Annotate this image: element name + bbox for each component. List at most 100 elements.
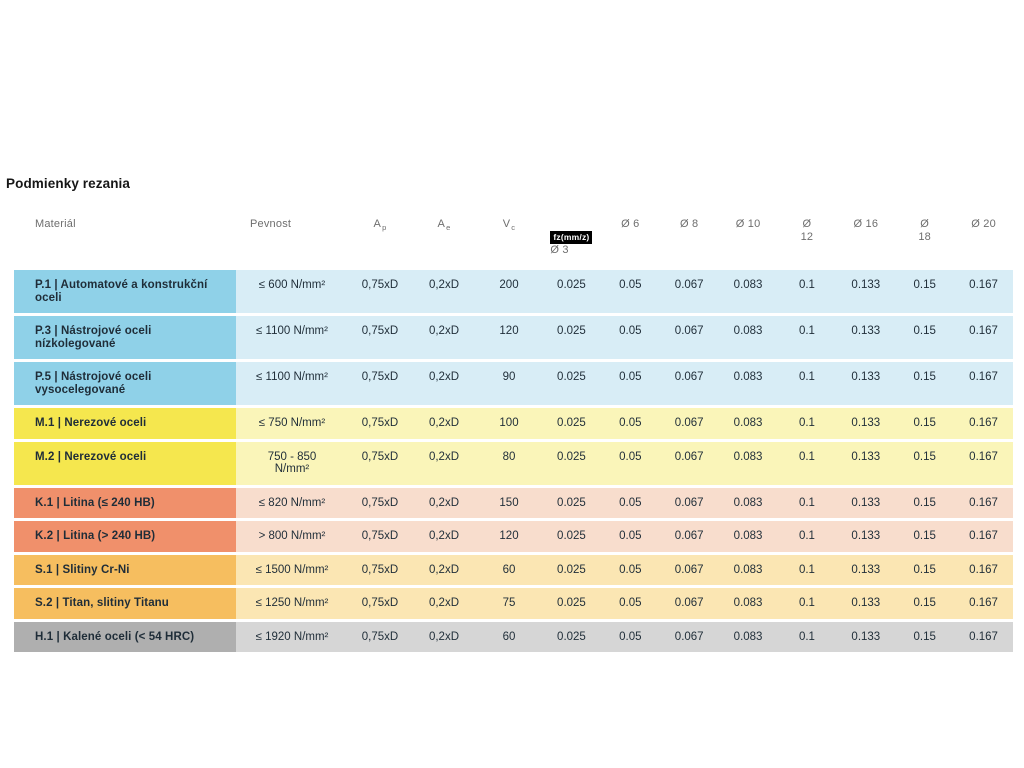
fz-cell: 0.15 — [895, 487, 955, 518]
fz-cell: 0.167 — [954, 554, 1013, 585]
ae-cell: 0,2xD — [412, 316, 476, 359]
ap-cell: 0,75xD — [348, 621, 412, 652]
fz-cell: 0.15 — [895, 621, 955, 652]
column-header-ap: Ap — [348, 205, 412, 232]
ap-cell: 0,75xD — [348, 408, 412, 439]
material-cell: S.2 | Titan, slitiny Titanu — [14, 588, 236, 619]
table-body: P.1 | Automatové a konstrukční oceli ≤ 6… — [14, 270, 1013, 652]
ap-cell: 0,75xD — [348, 316, 412, 359]
fz-cell: 0.067 — [659, 487, 719, 518]
material-cell: H.1 | Kalené oceli (< 54 HRC) — [14, 621, 236, 652]
fz-cell: 0.167 — [954, 588, 1013, 619]
d3-header-group: fz(mm/z) Ø 3 — [550, 218, 593, 270]
column-header-d6: Ø 6 — [621, 218, 640, 230]
pevnost-cell: ≤ 1500 N/mm² — [236, 554, 348, 585]
fz-cell: 0.133 — [836, 554, 896, 585]
fz-cell: 0.025 — [542, 487, 601, 518]
ae-cell: 0,2xD — [412, 554, 476, 585]
fz-cell: 0.083 — [718, 408, 778, 439]
vc-cell: 80 — [476, 441, 542, 485]
ae-label: A — [437, 218, 446, 230]
material-cell: K.1 | Litina (≤ 240 HB) — [14, 487, 236, 518]
ae-cell: 0,2xD — [412, 270, 476, 313]
table-row: K.1 | Litina (≤ 240 HB) ≤ 820 N/mm² 0,75… — [14, 487, 1013, 518]
pevnost-cell: ≤ 600 N/mm² — [236, 270, 348, 313]
fz-cell: 0.15 — [895, 408, 955, 439]
fz-cell: 0.05 — [600, 554, 660, 585]
ae-cell: 0,2xD — [412, 621, 476, 652]
vc-cell: 90 — [476, 362, 542, 405]
fz-cell: 0.025 — [542, 362, 601, 405]
fz-cell: 0.1 — [777, 316, 837, 359]
fz-cell: 0.05 — [600, 270, 660, 313]
fz-cell: 0.15 — [895, 554, 955, 585]
table-row: S.1 | Slitiny Cr-Ni ≤ 1500 N/mm² 0,75xD … — [14, 554, 1013, 585]
ae-cell: 0,2xD — [412, 408, 476, 439]
ap-subscript: p — [382, 223, 387, 232]
fz-cell: 0.1 — [777, 588, 837, 619]
column-header-d20: Ø 20 — [971, 218, 996, 230]
fz-cell: 0.025 — [542, 441, 601, 485]
fz-cell: 0.133 — [836, 362, 896, 405]
fz-cell: 0.025 — [542, 554, 601, 585]
ap-cell: 0,75xD — [348, 270, 412, 313]
fz-cell: 0.15 — [895, 588, 955, 619]
table-row: S.2 | Titan, slitiny Titanu ≤ 1250 N/mm²… — [14, 588, 1013, 619]
fz-cell: 0.067 — [659, 554, 719, 585]
fz-cell: 0.025 — [542, 521, 601, 552]
ap-cell: 0,75xD — [348, 487, 412, 518]
vc-subscript: c — [511, 223, 516, 232]
fz-cell: 0.167 — [954, 408, 1013, 439]
fz-cell: 0.083 — [718, 362, 778, 405]
fz-cell: 0.067 — [659, 521, 719, 552]
ae-cell: 0,2xD — [412, 441, 476, 485]
table-row: M.2 | Nerezové oceli 750 - 850 N/mm² 0,7… — [14, 441, 1013, 485]
material-cell: M.2 | Nerezové oceli — [14, 441, 236, 485]
material-cell: P.3 | Nástrojové oceli nízkolegované — [14, 316, 236, 359]
pevnost-cell: ≤ 750 N/mm² — [236, 408, 348, 439]
fz-cell: 0.133 — [836, 441, 896, 485]
column-header-vc: Vc — [476, 205, 542, 232]
ap-label: A — [373, 218, 382, 230]
fz-cell: 0.167 — [954, 487, 1013, 518]
fz-cell: 0.067 — [659, 362, 719, 405]
material-cell: P.5 | Nástrojové oceli vysocelegované — [14, 362, 236, 405]
cutting-conditions-table: Materiál Pevnost Ap Ae Vc fz(mm/z) Ø 3 Ø… — [14, 205, 1013, 655]
fz-cell: 0.025 — [542, 408, 601, 439]
vc-cell: 120 — [476, 521, 542, 552]
fz-cell: 0.025 — [542, 621, 601, 652]
pevnost-cell: ≤ 1250 N/mm² — [236, 588, 348, 619]
fz-cell: 0.05 — [600, 588, 660, 619]
column-header-material: Materiál — [35, 218, 76, 230]
fz-cell: 0.083 — [718, 270, 778, 313]
fz-cell: 0.1 — [777, 362, 837, 405]
table-row: M.1 | Nerezové oceli ≤ 750 N/mm² 0,75xD … — [14, 408, 1013, 439]
fz-cell: 0.167 — [954, 441, 1013, 485]
vc-label: V — [502, 218, 511, 230]
fz-cell: 0.05 — [600, 521, 660, 552]
fz-cell: 0.167 — [954, 521, 1013, 552]
vc-cell: 150 — [476, 487, 542, 518]
fz-cell: 0.1 — [777, 521, 837, 552]
column-header-d12: Ø 12 — [800, 218, 814, 243]
fz-cell: 0.083 — [718, 588, 778, 619]
table-row: P.5 | Nástrojové oceli vysocelegované ≤ … — [14, 362, 1013, 405]
fz-cell: 0.067 — [659, 270, 719, 313]
fz-cell: 0.1 — [777, 441, 837, 485]
ae-cell: 0,2xD — [412, 487, 476, 518]
fz-cell: 0.167 — [954, 316, 1013, 359]
material-cell: S.1 | Slitiny Cr-Ni — [14, 554, 236, 585]
fz-cell: 0.083 — [718, 521, 778, 552]
pevnost-cell: ≤ 1100 N/mm² — [236, 316, 348, 359]
column-header-d8: Ø 8 — [680, 218, 699, 230]
material-cell: M.1 | Nerezové oceli — [14, 408, 236, 439]
table-row: P.1 | Automatové a konstrukční oceli ≤ 6… — [14, 270, 1013, 313]
vc-cell: 60 — [476, 621, 542, 652]
ap-cell: 0,75xD — [348, 521, 412, 552]
fz-cell: 0.15 — [895, 521, 955, 552]
column-header-d10: Ø 10 — [735, 218, 761, 230]
fz-cell: 0.025 — [542, 588, 601, 619]
fz-cell: 0.167 — [954, 270, 1013, 313]
fz-cell: 0.05 — [600, 487, 660, 518]
